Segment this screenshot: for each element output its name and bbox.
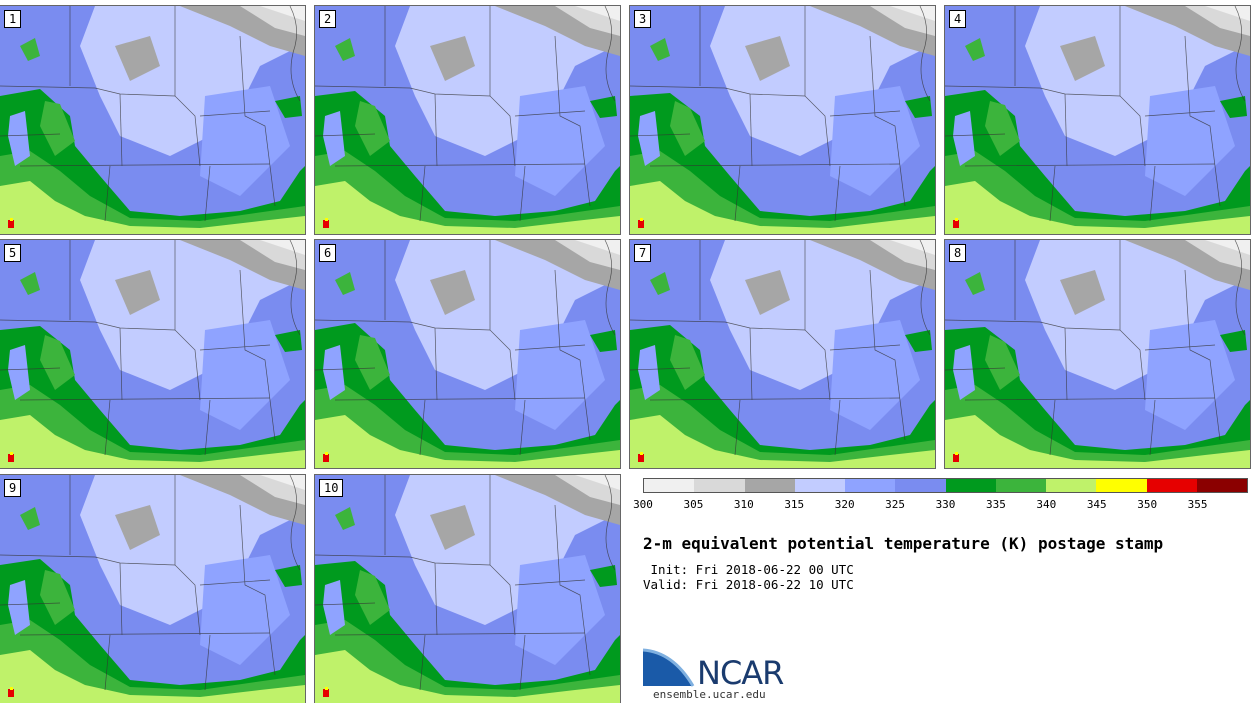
colorbar-swatch <box>1046 479 1097 492</box>
member-label: 1 <box>4 10 22 28</box>
theta-e-map <box>630 6 935 234</box>
theta-e-map <box>315 240 620 468</box>
colorbar-swatch <box>1146 479 1197 492</box>
colorbar-tick-label: 355 <box>1187 498 1208 511</box>
member-label: 6 <box>319 244 337 262</box>
colorbar-swatch <box>845 479 896 492</box>
colorbar-tick-label: 335 <box>985 498 1006 511</box>
ensemble-member-stamp: 6 <box>314 239 621 469</box>
init-time: Init: Fri 2018-06-22 00 UTC <box>643 562 854 577</box>
ensemble-member-stamp: 5 <box>0 239 306 469</box>
member-label: 5 <box>4 244 22 262</box>
theta-e-map <box>315 475 620 703</box>
ensemble-member-stamp: 4 <box>944 5 1251 235</box>
member-label: 4 <box>949 10 967 28</box>
ensemble-member-stamp: 3 <box>629 5 936 235</box>
theta-e-map <box>0 475 305 703</box>
colorbar-swatch <box>895 479 946 492</box>
theta-e-map <box>315 6 620 234</box>
member-label: 3 <box>634 10 652 28</box>
colorbar-tick-label: 310 <box>733 498 754 511</box>
colorbar-tick-label: 345 <box>1086 498 1107 511</box>
theta-e-map <box>630 240 935 468</box>
colorbar-swatch <box>644 479 695 492</box>
colorbar-ticks: 300 305 310 315 320 325 330 335 340 345 350 355 <box>633 498 1248 512</box>
colorbar-tick-label: 350 <box>1137 498 1158 511</box>
colorbar-tick-label: 325 <box>885 498 906 511</box>
theta-e-map <box>945 6 1250 234</box>
member-label: 7 <box>634 244 652 262</box>
theta-e-map <box>0 240 305 468</box>
member-label: 9 <box>4 479 22 497</box>
colorbar-swatch <box>694 479 745 492</box>
colorbar-tick-label: 320 <box>834 498 855 511</box>
ensemble-member-stamp: 2 <box>314 5 621 235</box>
logo-url: ensemble.ucar.edu <box>653 688 766 701</box>
member-label: 2 <box>319 10 337 28</box>
ensemble-member-stamp: 7 <box>629 239 936 469</box>
theta-e-map <box>945 240 1250 468</box>
colorbar-swatch <box>1096 479 1147 492</box>
plot-title: 2-m equivalent potential temperature (K)… <box>643 534 1164 553</box>
ensemble-member-stamp: 8 <box>944 239 1251 469</box>
ensemble-member-stamp: 1 <box>0 5 306 235</box>
colorbar-swatch <box>995 479 1046 492</box>
valid-time: Valid: Fri 2018-06-22 10 UTC <box>643 577 854 592</box>
logo-wordmark: NCAR <box>697 654 784 692</box>
run-info: Init: Fri 2018-06-22 00 UTC Valid: Fri 2… <box>643 562 854 592</box>
colorbar-swatch <box>744 479 795 492</box>
ncar-logo: NCAR ensemble.ucar.edu <box>642 646 803 701</box>
colorbar-swatch <box>794 479 845 492</box>
colorbar-tick-label: 340 <box>1036 498 1057 511</box>
member-label: 10 <box>319 479 344 497</box>
colorbar-tick-label: 330 <box>935 498 956 511</box>
colorbar-tick-label: 300 <box>633 498 653 511</box>
colorbar-swatch <box>1196 479 1247 492</box>
member-label: 8 <box>949 244 967 262</box>
colorbar-tick-label: 315 <box>784 498 805 511</box>
colorbar-swatch <box>945 479 996 492</box>
theta-e-map <box>0 6 305 234</box>
ensemble-member-stamp: 9 <box>0 474 306 703</box>
colorbar-tick-label: 305 <box>683 498 704 511</box>
ncar-swoosh-icon <box>642 648 695 687</box>
colorbar <box>643 478 1248 493</box>
ensemble-member-stamp: 10 <box>314 474 621 703</box>
